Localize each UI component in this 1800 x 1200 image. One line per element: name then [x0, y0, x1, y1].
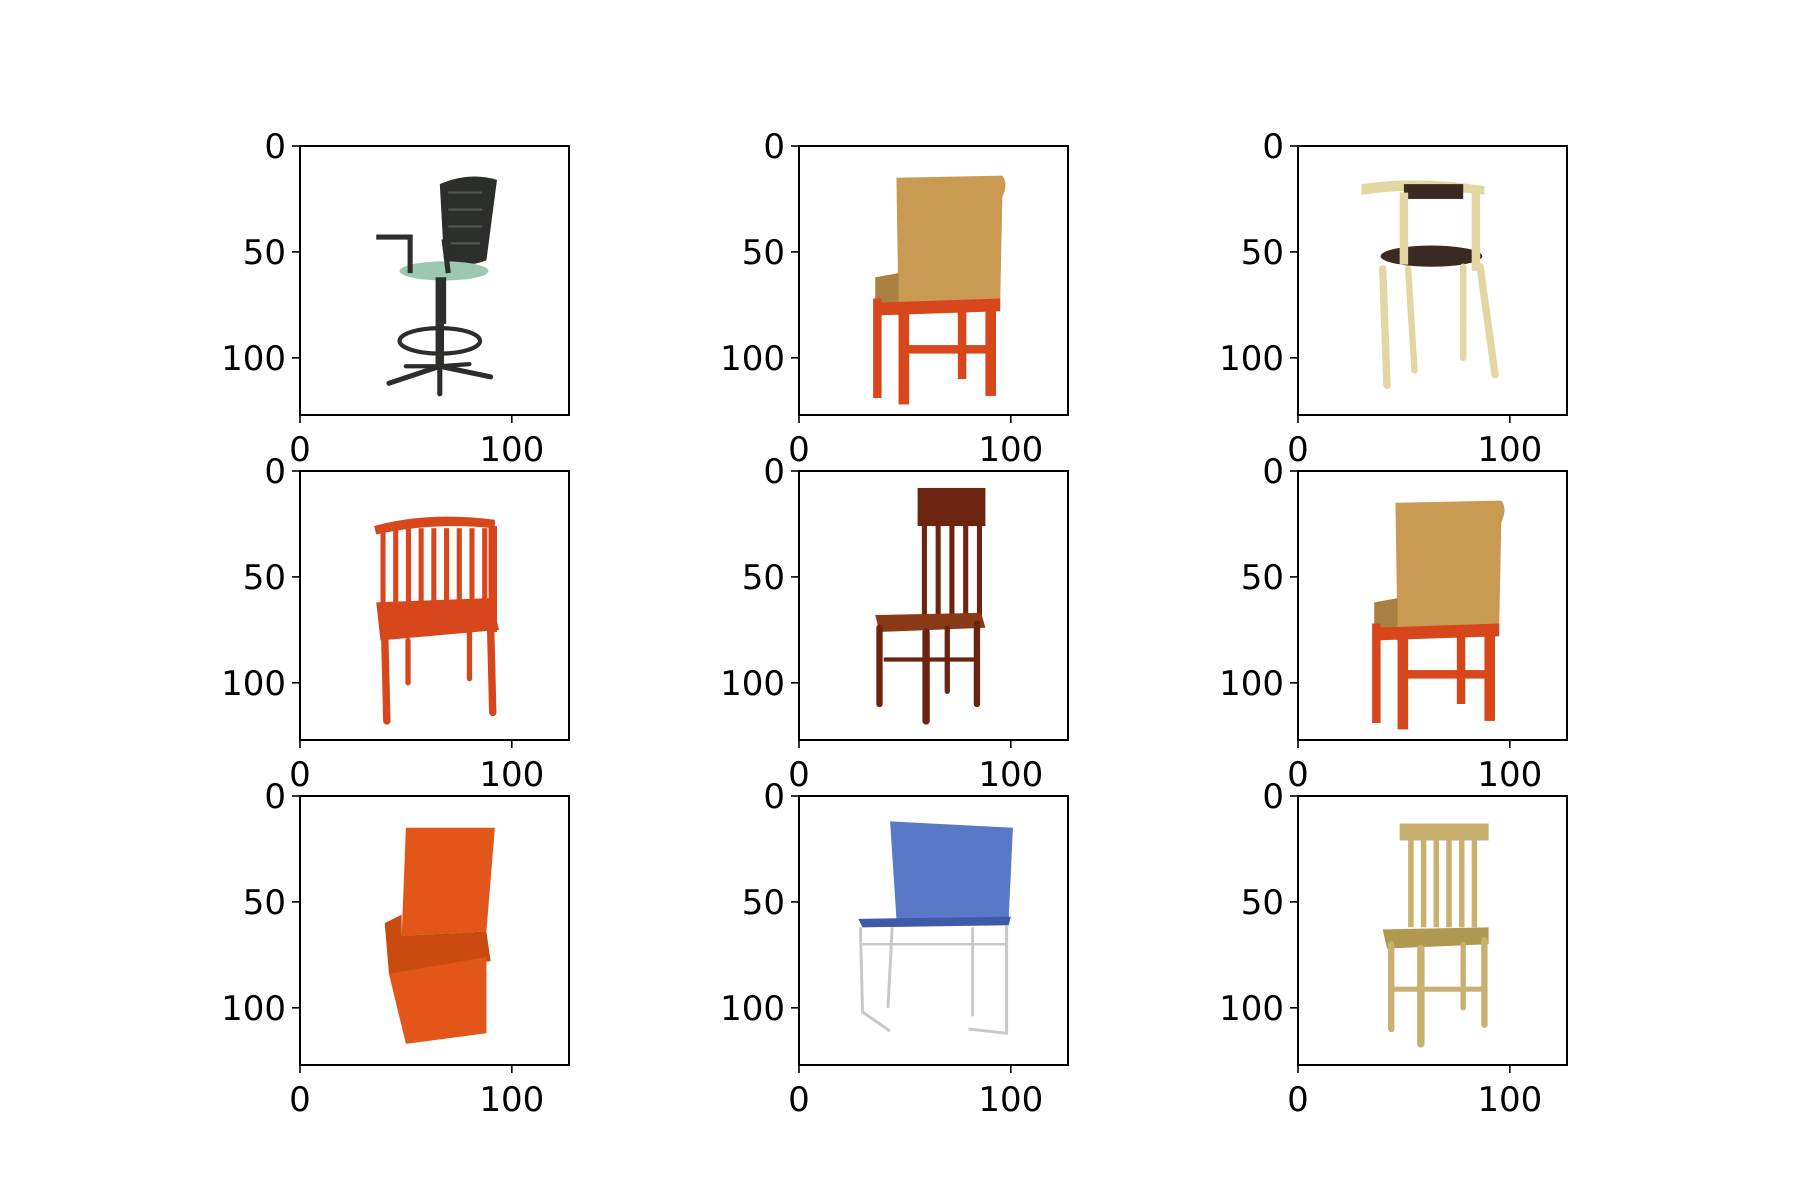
y-tick-label: 50	[243, 233, 286, 273]
image-panel: 0 50 100 0 100	[720, 777, 1069, 1120]
x-tick-label: 0	[289, 1080, 311, 1120]
axes-frame	[798, 145, 1069, 416]
axes-frame	[299, 795, 570, 1066]
image-panel: 0 50 100 0 100	[720, 127, 1069, 470]
axes-frame	[798, 470, 1069, 741]
x-tick-label: 0	[788, 755, 810, 795]
x-tick-label: 100	[1477, 1080, 1542, 1120]
panels-layer: 0 50 100 0 100 0 50 100 0 100 0 50 100 0 100 0 50 100 0 100…	[221, 127, 1568, 1120]
y-tick-label: 0	[1262, 127, 1284, 167]
spotted-stool-chair-image	[1361, 180, 1499, 390]
office-chair-image	[376, 176, 497, 397]
x-tick-label: 100	[978, 1080, 1043, 1120]
y-tick-label: 0	[763, 452, 785, 492]
y-tick-label: 100	[1219, 664, 1284, 704]
x-tick-label: 0	[788, 1080, 810, 1120]
image-panel: 0 50 100 0 100	[221, 127, 570, 470]
y-tick-label: 0	[264, 127, 286, 167]
y-tick-label: 100	[221, 339, 286, 379]
x-tick-label: 0	[1287, 1080, 1309, 1120]
image-panel: 0 50 100 0 100	[221, 452, 570, 795]
tall-back-wooden-chair-image	[875, 487, 986, 725]
axes-frame	[1297, 470, 1568, 741]
y-tick-label: 100	[221, 664, 286, 704]
axes-frame	[1297, 145, 1568, 416]
x-tick-label: 100	[1477, 755, 1542, 795]
y-tick-label: 100	[1219, 989, 1284, 1029]
axes-frame	[299, 145, 570, 416]
upholstered-chair-back-view-image	[1372, 500, 1505, 730]
y-tick-label: 50	[742, 883, 785, 923]
y-tick-label: 100	[720, 339, 785, 379]
x-tick-label: 100	[479, 1080, 544, 1120]
x-tick-label: 0	[289, 755, 311, 795]
y-tick-label: 0	[763, 127, 785, 167]
axes-frame	[798, 795, 1069, 1066]
y-tick-label: 0	[264, 777, 286, 817]
x-tick-label: 0	[1287, 755, 1309, 795]
x-tick-label: 0	[289, 430, 311, 470]
y-tick-label: 0	[763, 777, 785, 817]
slatted-armchair-image	[374, 516, 500, 725]
upholstered-chair-back-view-image	[873, 175, 1006, 405]
y-tick-label: 50	[243, 558, 286, 598]
x-tick-label: 100	[978, 755, 1043, 795]
image-panel: 0 50 100 0 100	[1219, 127, 1568, 470]
image-panel: 0 50 100 0 100	[720, 452, 1069, 795]
y-tick-label: 50	[1241, 558, 1284, 598]
y-tick-label: 50	[742, 558, 785, 598]
spindle-back-wooden-chair-image	[1382, 823, 1489, 1048]
x-tick-label: 100	[978, 430, 1043, 470]
x-tick-label: 100	[1477, 430, 1542, 470]
x-tick-label: 0	[1287, 430, 1309, 470]
zigzag-chair-image	[384, 827, 495, 1044]
y-tick-label: 100	[720, 989, 785, 1029]
wire-frame-chair-image	[858, 821, 1013, 1035]
y-tick-label: 100	[221, 989, 286, 1029]
axes-frame	[299, 470, 570, 741]
y-tick-label: 50	[742, 233, 785, 273]
y-tick-label: 50	[1241, 233, 1284, 273]
x-tick-label: 100	[479, 755, 544, 795]
x-tick-label: 100	[479, 430, 544, 470]
y-tick-label: 50	[1241, 883, 1284, 923]
y-tick-label: 0	[1262, 452, 1284, 492]
y-tick-label: 100	[720, 664, 785, 704]
image-panel: 0 50 100 0 100	[1219, 777, 1568, 1120]
y-tick-label: 50	[243, 883, 286, 923]
x-tick-label: 0	[788, 430, 810, 470]
axes-frame	[1297, 795, 1568, 1066]
y-tick-label: 0	[1262, 777, 1284, 817]
image-panel: 0 50 100 0 100	[1219, 452, 1568, 795]
y-tick-label: 0	[264, 452, 286, 492]
y-tick-label: 100	[1219, 339, 1284, 379]
image-panel: 0 50 100 0 100	[221, 777, 570, 1120]
